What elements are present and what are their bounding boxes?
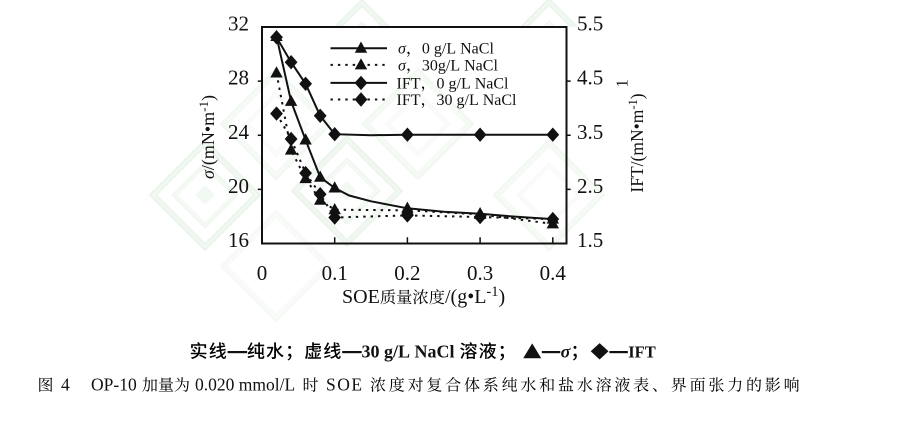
- svg-text:SOE: SOE: [342, 286, 380, 308]
- svg-text:0 g/L NaCl: 0 g/L NaCl: [437, 75, 510, 92]
- svg-text:20: 20: [228, 174, 249, 198]
- svg-text:30 g/L NaCl: 30 g/L NaCl: [362, 342, 455, 362]
- svg-text:2.5: 2.5: [577, 174, 603, 198]
- svg-text:IFT: IFT: [397, 92, 421, 109]
- svg-text:IFT: IFT: [628, 343, 656, 362]
- svg-text:): ): [499, 286, 506, 308]
- svg-text:0.4: 0.4: [540, 261, 567, 285]
- svg-text:16: 16: [228, 228, 249, 252]
- svg-text:IFT/(mN•m-1): IFT/(mN•m-1): [626, 93, 647, 192]
- svg-text:0.020 mmol/L: 0.020 mmol/L: [195, 375, 295, 395]
- svg-text:OP-10: OP-10: [91, 375, 137, 395]
- svg-text:4.5: 4.5: [577, 66, 603, 90]
- svg-text:24: 24: [228, 120, 250, 144]
- svg-text:32: 32: [228, 12, 249, 36]
- svg-text:1.5: 1.5: [577, 228, 603, 252]
- svg-text:0: 0: [257, 261, 268, 285]
- svg-text:0 g/L NaCl: 0 g/L NaCl: [422, 41, 495, 58]
- svg-text:σ: σ: [398, 57, 407, 74]
- svg-text:/(g•L: /(g•L: [445, 286, 486, 308]
- svg-text:28: 28: [228, 66, 249, 90]
- svg-text:SOE: SOE: [326, 375, 364, 395]
- svg-text:0.3: 0.3: [467, 261, 493, 285]
- svg-text:5.5: 5.5: [577, 12, 603, 36]
- svg-text:σ: σ: [561, 342, 572, 362]
- svg-text:30g/L NaCl: 30g/L NaCl: [422, 57, 499, 74]
- svg-text:0.2: 0.2: [394, 261, 420, 285]
- svg-text:4: 4: [61, 375, 70, 395]
- svg-text:30 g/L NaCl: 30 g/L NaCl: [437, 92, 518, 109]
- svg-text:σ/(mN•m-1): σ/(mN•m-1): [196, 95, 219, 179]
- svg-text:1: 1: [613, 79, 632, 87]
- svg-text:σ: σ: [398, 41, 407, 58]
- svg-text:-1: -1: [486, 284, 498, 300]
- svg-text:3.5: 3.5: [577, 120, 603, 144]
- svg-text:0.1: 0.1: [322, 261, 348, 285]
- svg-text:IFT: IFT: [397, 75, 421, 92]
